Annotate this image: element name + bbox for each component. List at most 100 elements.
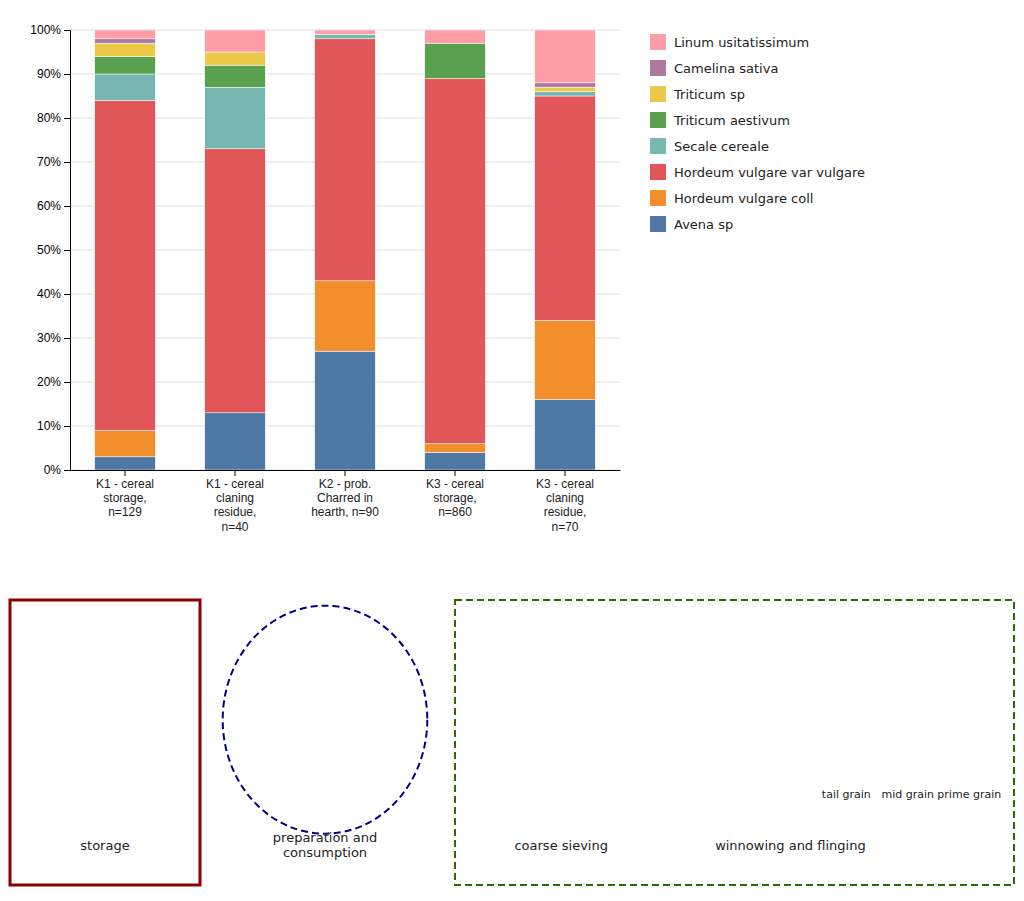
- chart: 0% 10% 20% 30% 40% 50% 60% 70% 80% 90% 100% K1 - ce…: [0, 0, 1024, 901]
- tick-mark: [64, 162, 70, 163]
- annotation-box: [455, 600, 1014, 885]
- tick-label: K1 - cerealstorage,n=129: [96, 477, 154, 520]
- annotations: storage preparation andconsumption coarse …: [10, 600, 1014, 885]
- series: [95, 30, 596, 83]
- tick: 10%: [37, 419, 70, 433]
- tick-mark: [64, 118, 70, 119]
- series: [95, 43, 486, 87]
- legend-item: Triticum aestivum: [650, 112, 790, 128]
- bar-segment: [205, 30, 266, 52]
- legend-label: Linum usitatissimum: [674, 35, 809, 50]
- annotation-ellipse: [223, 606, 428, 834]
- legend-item: Secale cereale: [650, 138, 769, 154]
- tick-label: K2 - prob.Charred inhearth, n=90: [311, 477, 379, 520]
- tick-label: 0%: [44, 463, 62, 477]
- bars: [95, 30, 596, 470]
- bar-segment: [535, 96, 596, 320]
- tick-mark: [64, 250, 70, 251]
- tick-label: K1 - cerealclaningresidue,n=40: [206, 477, 264, 534]
- annotation: mid grain: [882, 788, 935, 801]
- tick-label: 50%: [37, 243, 61, 257]
- legend-item: Linum usitatissimum: [650, 34, 809, 50]
- tick-label: 20%: [37, 375, 61, 389]
- tick-label: K3 - cerealstorage,n=860: [426, 477, 484, 520]
- annotation: prime grain: [937, 788, 1001, 801]
- legend-swatch: [650, 216, 666, 232]
- bar-segment: [315, 39, 376, 281]
- bar-segment: [205, 413, 266, 470]
- legend-item: Hordeum vulgare var vulgare: [650, 164, 865, 180]
- tick-mark: [235, 470, 236, 476]
- annotation: storage: [80, 838, 129, 853]
- legend-item: Avena sp: [650, 216, 733, 232]
- legend-swatch: [650, 112, 666, 128]
- tick-mark: [64, 426, 70, 427]
- tick: K1 - cerealstorage,n=129: [96, 470, 154, 519]
- tick: 40%: [37, 287, 70, 301]
- bar-segment: [315, 30, 376, 34]
- series: [95, 43, 596, 91]
- bar-segment: [535, 400, 596, 470]
- tick: 60%: [37, 199, 70, 213]
- tick: K2 - prob.Charred inhearth, n=90: [311, 470, 379, 519]
- bar-segment: [205, 65, 266, 87]
- bar-segment: [95, 39, 156, 43]
- bar-segment: [315, 351, 376, 470]
- tick-label: 90%: [37, 67, 61, 81]
- tick-label: 100%: [30, 23, 61, 37]
- annotation-box: [10, 600, 200, 885]
- bar-segment: [205, 149, 266, 413]
- series: [95, 34, 596, 148]
- legend-swatch: [650, 60, 666, 76]
- tick-label: 70%: [37, 155, 61, 169]
- bar-segment: [535, 30, 596, 83]
- bar-segment: [425, 30, 486, 43]
- annotation: preparation andconsumption: [273, 830, 377, 861]
- tick: 90%: [37, 67, 70, 81]
- tick: 0%: [44, 463, 70, 477]
- series: [95, 281, 596, 457]
- bar-segment: [425, 78, 486, 443]
- legend-label: Camelina sativa: [674, 61, 778, 76]
- legend: Linum usitatissimum Camelina sativa Tritic…: [650, 34, 865, 232]
- tick-label: 80%: [37, 111, 61, 125]
- tick: 80%: [37, 111, 70, 125]
- bar-segment: [535, 92, 596, 96]
- series: [95, 39, 596, 444]
- tick-mark: [345, 470, 346, 476]
- tick-mark: [64, 294, 70, 295]
- legend-swatch: [650, 138, 666, 154]
- tick-mark: [64, 206, 70, 207]
- legend-label: Secale cereale: [674, 139, 769, 154]
- legend-label: Avena sp: [674, 217, 733, 232]
- annotation: tail grain: [822, 788, 871, 801]
- legend-item: Hordeum vulgare coll: [650, 190, 813, 206]
- tick-label: K3 - cerealclaningresidue,n=70: [536, 477, 594, 534]
- bar-segment: [315, 281, 376, 351]
- bar-segment: [425, 43, 486, 78]
- x-axis: K1 - cerealstorage,n=129 K1 - cerealclani…: [71, 470, 621, 534]
- legend-swatch: [650, 190, 666, 206]
- legend-label: Triticum sp: [673, 87, 745, 102]
- tick-label: 30%: [37, 331, 61, 345]
- legend-swatch: [650, 164, 666, 180]
- tick-mark: [64, 338, 70, 339]
- legend-item: Camelina sativa: [650, 60, 778, 76]
- tick: 100%: [30, 23, 70, 37]
- annotation: coarse sieving: [514, 838, 608, 853]
- bar-segment: [205, 87, 266, 149]
- bar-segment: [535, 320, 596, 399]
- bar-segment: [95, 74, 156, 100]
- bar-segment: [95, 430, 156, 456]
- tick: 30%: [37, 331, 70, 345]
- bar-segment: [95, 43, 156, 56]
- bar-segment: [425, 452, 486, 470]
- tick: K1 - cerealclaningresidue,n=40: [206, 470, 264, 534]
- tick-mark: [455, 470, 456, 476]
- tick: K3 - cerealclaningresidue,n=70: [536, 470, 594, 534]
- tick-mark: [125, 470, 126, 476]
- tick: 20%: [37, 375, 70, 389]
- tick: K3 - cerealstorage,n=860: [426, 470, 484, 519]
- legend-item: Triticum sp: [650, 86, 745, 102]
- bar-segment: [315, 34, 376, 38]
